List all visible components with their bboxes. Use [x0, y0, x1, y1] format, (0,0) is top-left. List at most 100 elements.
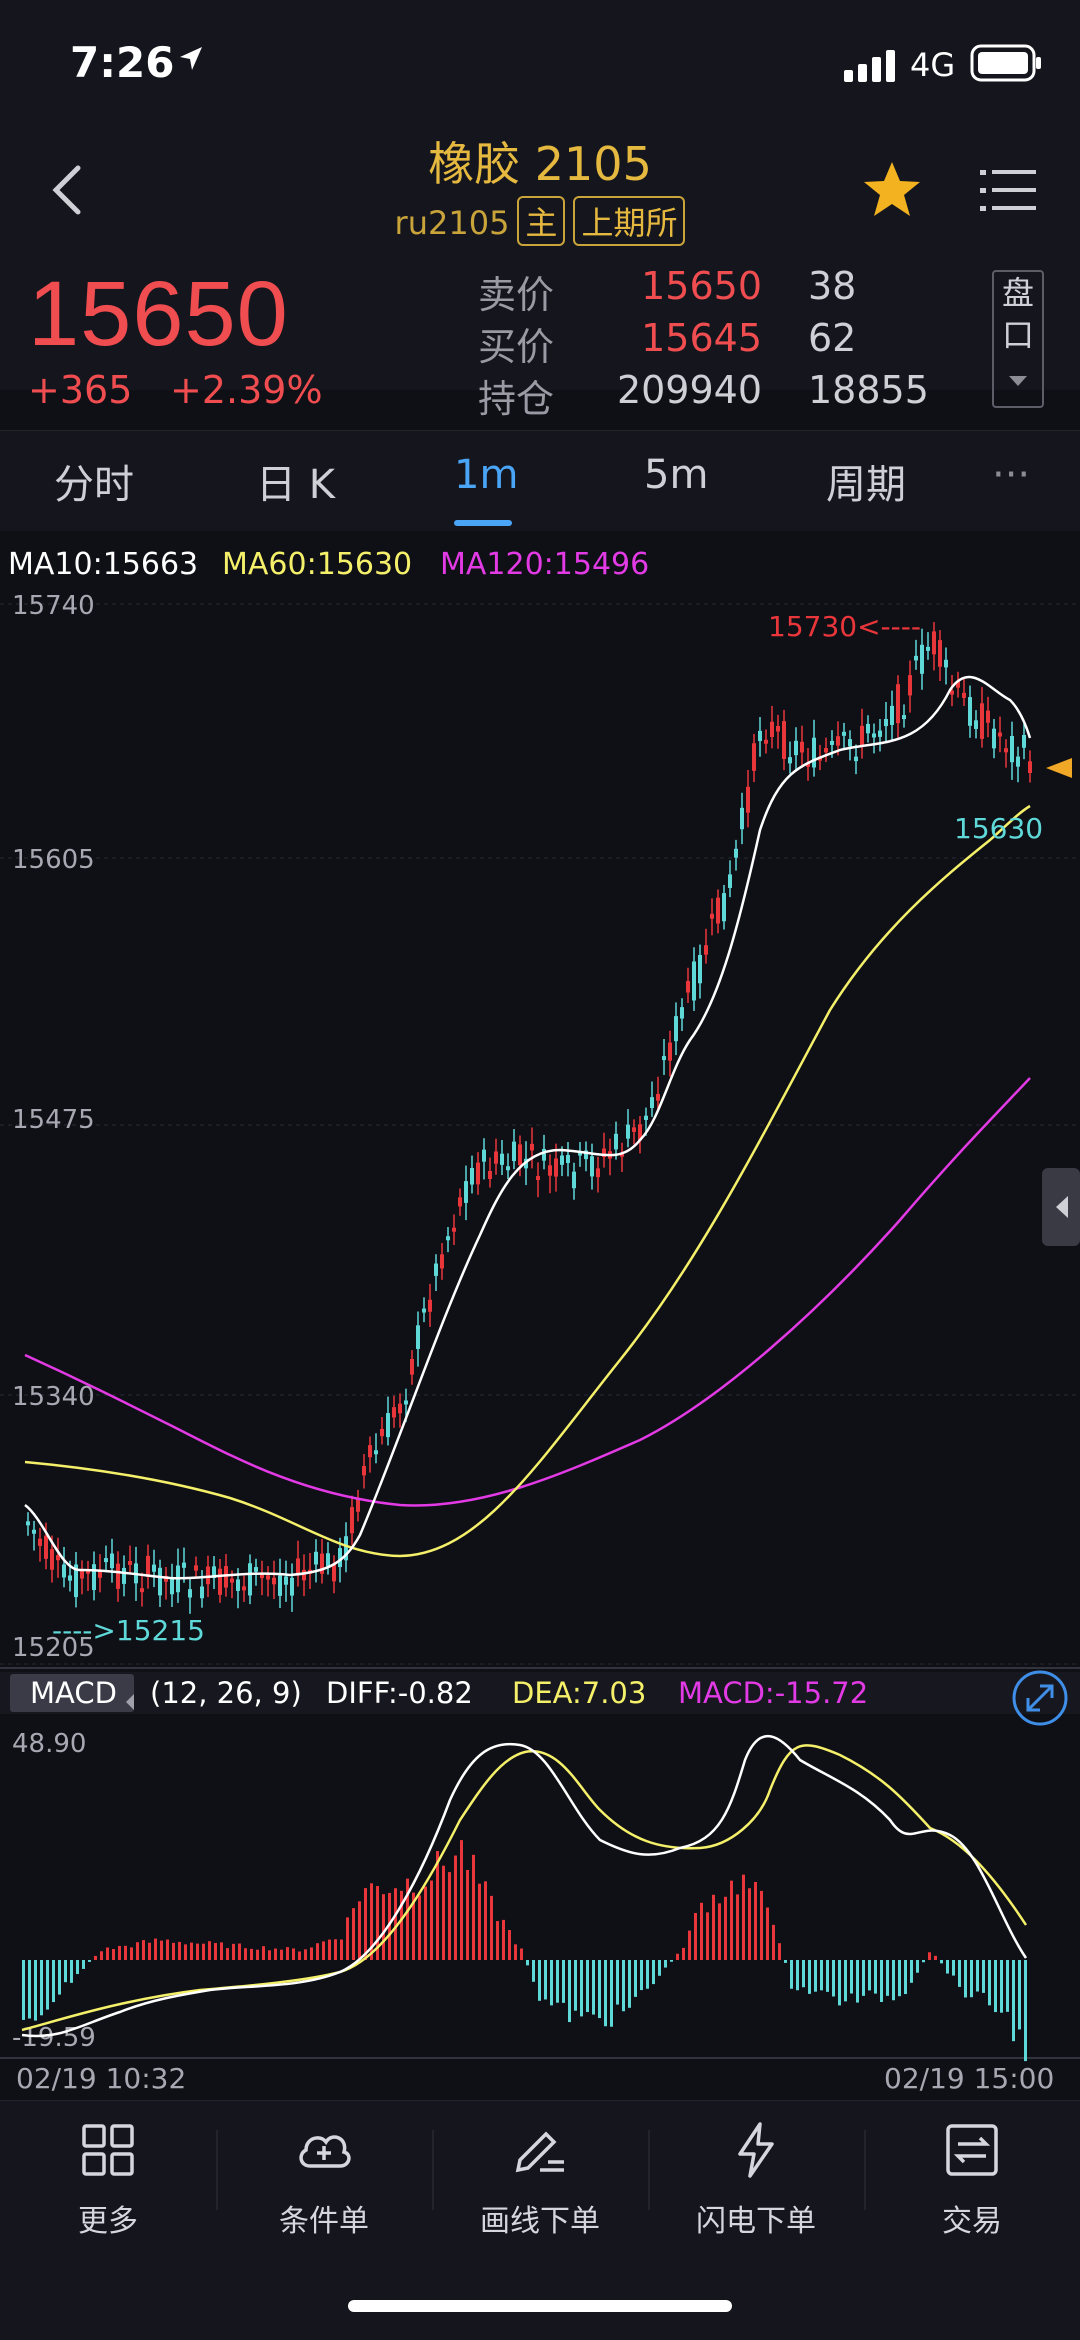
- tab-more-button[interactable]: ···: [992, 452, 1031, 498]
- tab-timeshare[interactable]: 分时: [54, 462, 134, 508]
- candle-body: [854, 756, 858, 762]
- macd-bar: [148, 1942, 151, 1960]
- macd-bar: [916, 1960, 919, 1973]
- candle-body: [410, 1358, 414, 1375]
- candle-body: [1016, 756, 1020, 767]
- macd-bar: [208, 1941, 211, 1960]
- candle-body: [452, 1227, 456, 1232]
- cloud-plus-icon: [299, 2135, 351, 2168]
- nav-flash-order[interactable]: 闪电下单: [648, 2112, 864, 2252]
- tab-1m[interactable]: 1m: [454, 452, 519, 498]
- macd-bar: [532, 1960, 535, 1982]
- macd-bar: [556, 1960, 559, 2003]
- macd-indicator-selector[interactable]: [10, 1674, 134, 1712]
- macd-bar: [1024, 1960, 1027, 2062]
- macd-bar: [460, 1840, 463, 1960]
- back-button[interactable]: [40, 160, 100, 220]
- candle-body: [158, 1567, 162, 1596]
- macd-bar: [736, 1894, 739, 1960]
- macd-bar: [1006, 1960, 1009, 2012]
- network-type: 4G: [910, 46, 956, 84]
- candle-body: [770, 721, 774, 737]
- menu-icon[interactable]: [978, 160, 1038, 220]
- nav-draw-line-order[interactable]: 画线下单: [432, 2112, 648, 2252]
- tab-period[interactable]: 周期: [826, 462, 906, 508]
- candle-body: [302, 1569, 306, 1581]
- macd-bar: [970, 1960, 973, 1998]
- candle-body: [902, 715, 906, 720]
- period-tabs: [0, 430, 1080, 531]
- macd-bar: [352, 1908, 355, 1960]
- candle-body: [968, 697, 972, 726]
- macd-bar: [790, 1960, 793, 1989]
- candle-body: [266, 1575, 270, 1580]
- candle-body: [284, 1576, 288, 1585]
- caret-down-icon: [1009, 376, 1027, 386]
- candle-body: [110, 1553, 114, 1569]
- macd-bar: [814, 1960, 817, 1992]
- favorite-star-icon[interactable]: [860, 158, 924, 222]
- order-book-label-1: 盘: [1001, 274, 1034, 312]
- candle-body: [248, 1563, 252, 1596]
- macd-bar: [64, 1960, 67, 1983]
- exchange-tag: 上期所: [573, 196, 686, 246]
- candle-body: [200, 1586, 204, 1599]
- macd-bar: [34, 1960, 37, 2021]
- candle-body: [740, 807, 744, 830]
- macd-bar: [442, 1865, 445, 1960]
- macd-y-bottom: -19.59: [12, 2023, 96, 2053]
- macd-dea-line: [21, 1744, 1028, 2032]
- macd-bar: [688, 1930, 691, 1960]
- macd-bar: [136, 1942, 139, 1960]
- macd-bar: [508, 1930, 511, 1960]
- nav-more[interactable]: 更多: [0, 2112, 216, 2252]
- macd-bar: [280, 1949, 283, 1960]
- order-book-button[interactable]: 盘 口: [992, 270, 1044, 408]
- candle-body: [398, 1403, 402, 1414]
- candle-body: [254, 1567, 258, 1572]
- candle-body: [104, 1558, 108, 1563]
- tab-5m[interactable]: 5m: [644, 452, 709, 498]
- candle-body: [320, 1553, 324, 1574]
- tab-daily-k[interactable]: 日 K: [256, 462, 335, 508]
- macd-bar: [670, 1960, 673, 1962]
- macd-bar: [1018, 1960, 1021, 2030]
- macd-bar: [214, 1943, 217, 1960]
- y-label-3: 15475: [12, 1105, 95, 1135]
- macd-bar: [112, 1948, 115, 1960]
- macd-bar: [796, 1960, 799, 1991]
- nav-trade[interactable]: 交易: [864, 2112, 1080, 2252]
- macd-bar: [202, 1943, 205, 1960]
- kline-chart[interactable]: MA10:15663 MA60:15630 MA120:15496 15740 …: [0, 534, 1080, 2104]
- nav-conditional-order[interactable]: 条件单: [216, 2112, 432, 2252]
- candle-body: [788, 757, 792, 764]
- macd-bar: [568, 1960, 571, 2023]
- macd-bar: [268, 1950, 271, 1960]
- macd-bar: [142, 1940, 145, 1960]
- candle-body: [404, 1400, 408, 1405]
- expand-icon[interactable]: [1012, 1670, 1068, 1726]
- macd-bar: [160, 1940, 163, 1960]
- macd-bar: [1012, 1960, 1015, 2042]
- candle-body: [224, 1566, 228, 1588]
- macd-bar: [286, 1947, 289, 1960]
- macd-bar: [574, 1960, 577, 2011]
- macd-bar: [328, 1939, 331, 1960]
- candle-body: [638, 1124, 642, 1141]
- candle-body: [830, 740, 834, 745]
- candle-body: [92, 1564, 96, 1591]
- candle-body: [86, 1569, 90, 1574]
- ask-volume: 38: [808, 264, 857, 308]
- trade-icon: [946, 2124, 998, 2176]
- macd-bar: [994, 1960, 997, 2013]
- candle-body: [548, 1165, 552, 1176]
- macd-bar: [526, 1960, 529, 1966]
- y-label-4: 15340: [12, 1382, 95, 1412]
- candle-body: [74, 1564, 78, 1598]
- nav-draw-line-order-label: 画线下单: [480, 2204, 600, 2239]
- ma120-line: [24, 1077, 1031, 1507]
- macd-bar: [490, 1895, 493, 1960]
- macd-bar: [766, 1907, 769, 1960]
- macd-bar: [430, 1880, 433, 1960]
- macd-bar: [598, 1960, 601, 2019]
